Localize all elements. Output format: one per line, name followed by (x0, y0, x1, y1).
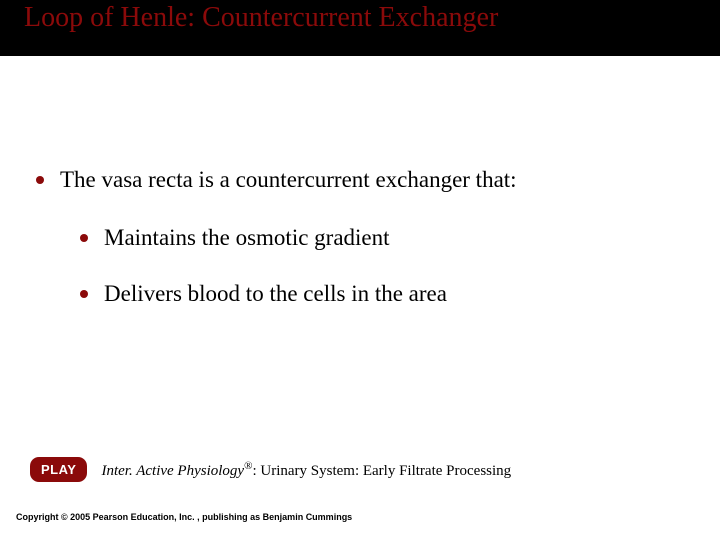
bullet-icon (80, 290, 88, 298)
bullet-icon (80, 234, 88, 242)
sub-bullet: Delivers blood to the cells in the area (80, 279, 680, 309)
sub-bullet: Maintains the osmotic gradient (80, 223, 680, 253)
play-caption-rest: : Urinary System: Early Filtrate Process… (252, 463, 511, 479)
play-button[interactable]: PLAY (30, 457, 87, 482)
sub-bullet-list: Maintains the osmotic gradient Delivers … (80, 223, 680, 309)
copyright-text: Copyright © 2005 Pearson Education, Inc.… (16, 512, 352, 522)
content-area: The vasa recta is a countercurrent excha… (36, 165, 680, 335)
slide-title: Loop of Henle: Countercurrent Exchanger (24, 2, 498, 34)
sub-bullet-text: Maintains the osmotic gradient (104, 223, 390, 253)
play-caption-italic: Inter. Active Physiology (101, 463, 244, 479)
bullet-main: The vasa recta is a countercurrent excha… (36, 165, 680, 195)
play-area: PLAY Inter. Active Physiology®: Urinary … (30, 457, 511, 482)
sub-bullet-text: Delivers blood to the cells in the area (104, 279, 447, 309)
title-bar: Loop of Henle: Countercurrent Exchanger (0, 0, 720, 56)
bullet-main-text: The vasa recta is a countercurrent excha… (60, 165, 517, 195)
play-caption: Inter. Active Physiology®: Urinary Syste… (101, 460, 511, 480)
bullet-icon (36, 176, 44, 184)
